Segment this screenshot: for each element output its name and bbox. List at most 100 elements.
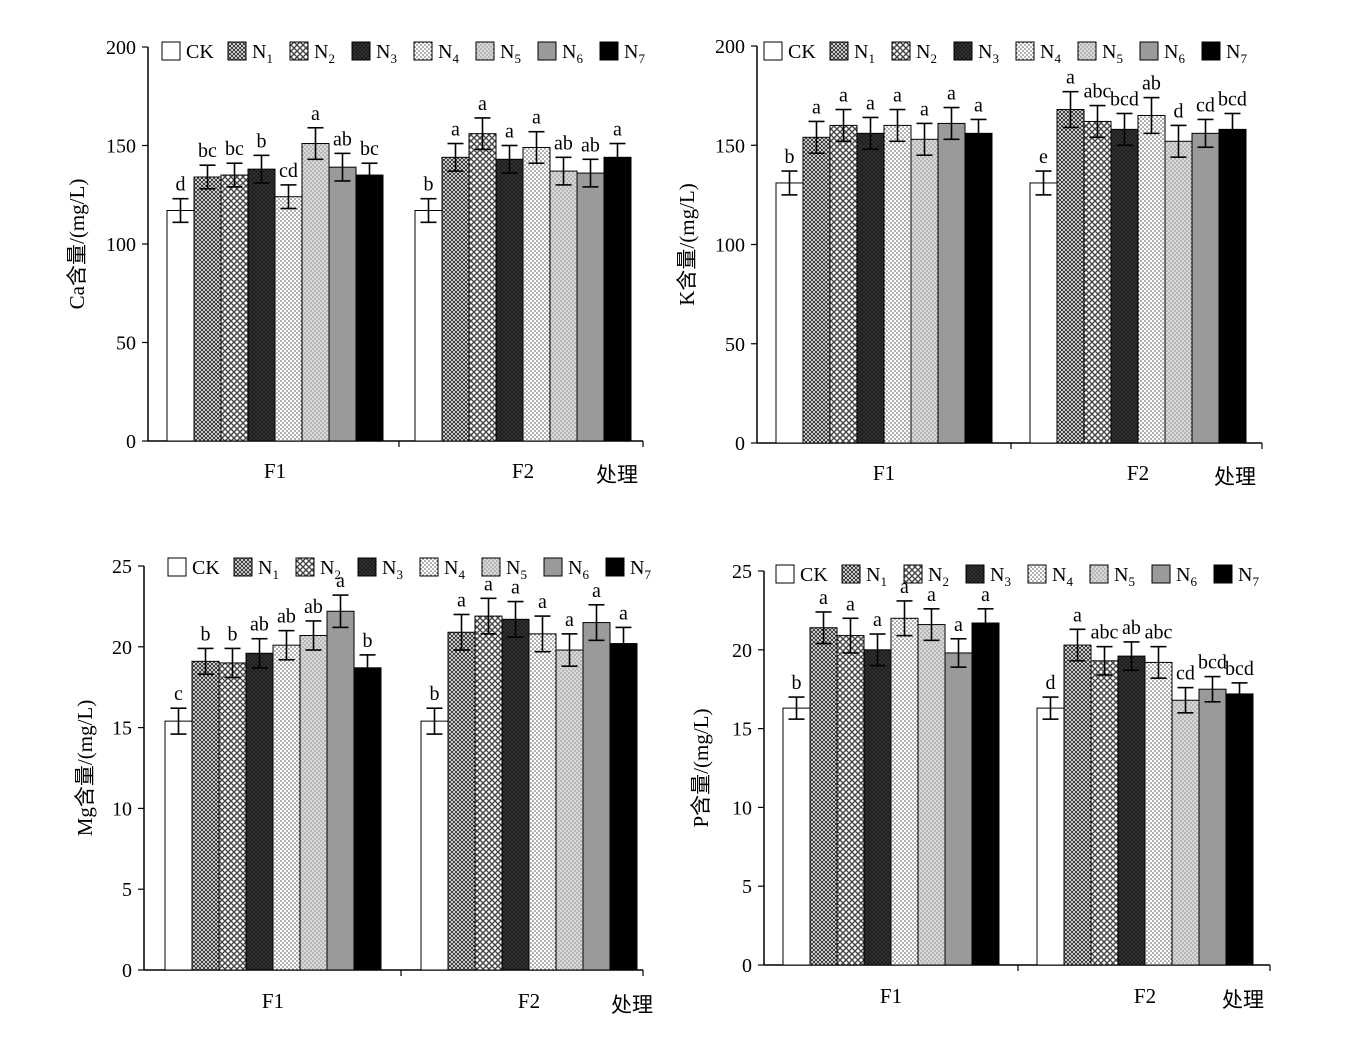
x-axis-label: 处理 xyxy=(1214,465,1256,489)
bar-N3-F1 xyxy=(856,132,885,444)
significance-label: ab xyxy=(554,132,573,154)
significance-label: a xyxy=(478,93,487,115)
y-axis-label: Mg含量/(mg/L) xyxy=(73,700,97,837)
significance-label: b xyxy=(424,174,434,196)
y-tick-label: 25 xyxy=(112,556,132,578)
y-tick-label: 150 xyxy=(715,135,745,157)
bar-N2-F2 xyxy=(468,133,497,442)
legend-swatch xyxy=(605,557,625,577)
significance-label: ab xyxy=(1122,617,1141,639)
legend-swatch xyxy=(289,41,309,61)
bar-N3-F2 xyxy=(501,618,530,971)
bar-N1-F2 xyxy=(1063,644,1092,966)
significance-label: a xyxy=(846,593,855,615)
y-tick-label: 100 xyxy=(106,234,136,256)
legend-entry: N6 xyxy=(562,41,583,66)
bar-N4-F1 xyxy=(883,124,912,444)
bar-N7-F1 xyxy=(353,667,382,971)
legend-entry: N4 xyxy=(1040,41,1061,66)
bar-N5-F1 xyxy=(917,624,946,966)
legend-swatch xyxy=(233,557,253,577)
bar-N2-F2 xyxy=(1083,120,1112,444)
legend: CK N1 N2 N3 N4 N5 N6 N7 xyxy=(161,41,645,66)
significance-label: a xyxy=(866,92,875,114)
category-label: F1 xyxy=(873,461,895,485)
x-axis-label: 处理 xyxy=(1222,988,1264,1012)
legend: CK N1 N2 N3 N4 N5 N6 N7 xyxy=(775,564,1259,589)
bar-N5-F1 xyxy=(301,143,330,442)
significance-label: a xyxy=(893,85,902,107)
bar-CK-F1 xyxy=(782,707,811,966)
bar-N2-F1 xyxy=(218,662,247,971)
bar-CK-F1 xyxy=(166,210,195,442)
significance-label: a xyxy=(900,576,909,598)
legend-entry: N3 xyxy=(990,564,1011,589)
legend-entry: N3 xyxy=(382,557,403,582)
bar-N3-F1 xyxy=(247,168,276,442)
significance-label: a xyxy=(511,577,520,599)
legend-entry: N7 xyxy=(1238,564,1259,589)
legend-entry: N2 xyxy=(314,41,335,66)
category-label: F2 xyxy=(512,459,534,483)
legend-entry: N2 xyxy=(916,41,937,66)
bar-CK-F2 xyxy=(1036,707,1065,966)
legend-entry: N5 xyxy=(1102,41,1123,66)
legend-swatch xyxy=(167,557,187,577)
significance-label: e xyxy=(1039,146,1048,168)
significance-label: b xyxy=(257,130,267,152)
y-tick-label: 200 xyxy=(106,37,136,59)
significance-label: a xyxy=(873,609,882,631)
y-tick-label: 0 xyxy=(122,960,132,982)
legend-swatch xyxy=(1015,41,1035,61)
significance-label: d xyxy=(176,174,186,196)
legend-entry: N1 xyxy=(854,41,875,66)
significance-label: a xyxy=(484,573,493,595)
significance-label: bcd xyxy=(1198,652,1227,674)
legend-swatch xyxy=(351,41,371,61)
bar-N6-F1 xyxy=(937,122,966,444)
bar-N2-F1 xyxy=(829,124,858,444)
bar-N4-F2 xyxy=(1144,661,1173,966)
bar-N7-F1 xyxy=(964,132,993,444)
legend-entry: CK xyxy=(186,41,214,63)
bar-N5-F2 xyxy=(555,649,584,971)
bar-N4-F1 xyxy=(272,644,301,971)
significance-label: ab xyxy=(304,596,323,618)
legend-swatch xyxy=(1201,41,1221,61)
y-tick-label: 50 xyxy=(116,333,136,355)
significance-label: cd xyxy=(1176,663,1195,685)
legend-entry: N7 xyxy=(630,557,651,582)
legend-entry: N3 xyxy=(978,41,999,66)
significance-label: a xyxy=(613,119,622,141)
legend-swatch xyxy=(599,41,619,61)
significance-label: a xyxy=(505,121,514,143)
bar-N3-F1 xyxy=(245,652,274,971)
legend-entry: N4 xyxy=(444,557,465,582)
significance-label: ab xyxy=(277,606,296,628)
significance-label: a xyxy=(981,584,990,606)
legend-entry: N7 xyxy=(624,41,645,66)
significance-label: a xyxy=(819,587,828,609)
legend-entry: N4 xyxy=(1052,564,1073,589)
legend-entry: N3 xyxy=(376,41,397,66)
bar-N7-F1 xyxy=(971,622,1000,966)
bar-N1-F2 xyxy=(447,631,476,971)
bar-N3-F2 xyxy=(495,158,524,442)
bar-N7-F2 xyxy=(1225,693,1254,966)
bar-N7-F1 xyxy=(355,174,384,442)
significance-label: ab xyxy=(581,134,600,156)
legend-swatch xyxy=(1027,564,1047,584)
significance-label: a xyxy=(451,119,460,141)
bar-N1-F2 xyxy=(441,156,470,442)
bar-N7-F2 xyxy=(1218,128,1247,444)
significance-label: a xyxy=(565,609,574,631)
significance-label: cd xyxy=(279,160,298,182)
legend-entry: N5 xyxy=(506,557,527,582)
category-label: F2 xyxy=(1127,461,1149,485)
significance-label: c xyxy=(174,683,183,705)
legend-swatch xyxy=(481,557,501,577)
y-axis-label: P含量/(mg/L) xyxy=(689,708,713,827)
category-label: F1 xyxy=(264,459,286,483)
